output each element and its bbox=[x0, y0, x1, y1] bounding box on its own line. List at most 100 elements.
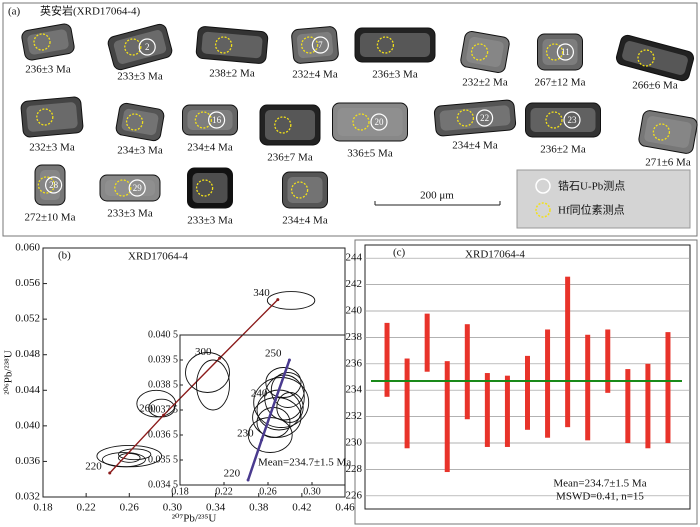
concordia-age: 300 bbox=[195, 346, 212, 358]
error-ellipse bbox=[276, 392, 304, 423]
y-tick-label: 0.048 bbox=[15, 348, 40, 360]
spot-number: 11 bbox=[561, 47, 570, 57]
error-ellipse bbox=[118, 452, 141, 463]
concordia-age: 260 bbox=[139, 403, 156, 415]
grain-body bbox=[332, 102, 408, 142]
y-tick-label: 238 bbox=[346, 331, 363, 343]
grain-zone bbox=[337, 108, 403, 136]
grain-body bbox=[354, 27, 436, 63]
age-error-bar bbox=[625, 369, 631, 443]
spot-number: 29 bbox=[133, 183, 143, 193]
legend-symbol bbox=[535, 202, 551, 218]
spot-number: 23 bbox=[568, 115, 578, 125]
panel-label: (b) bbox=[58, 250, 71, 262]
upb-spot bbox=[128, 179, 146, 197]
annotation: Mean=234.7±1.5 Ma bbox=[553, 478, 646, 490]
hf-spot bbox=[456, 109, 475, 127]
concordia-age: 250 bbox=[265, 348, 282, 360]
grain bbox=[291, 26, 339, 64]
plot-frame bbox=[364, 244, 691, 510]
concordia-curve bbox=[109, 299, 279, 474]
hf-spot bbox=[194, 111, 213, 129]
grain-body bbox=[107, 23, 173, 71]
y-tick-label: 0.035 5 bbox=[148, 454, 178, 465]
age-error-bar bbox=[404, 358, 410, 449]
inset-area: 220 230 240 250 bbox=[185, 348, 310, 482]
spot-number: 2 bbox=[145, 42, 150, 52]
age-error-bar bbox=[484, 373, 490, 447]
grain-body bbox=[638, 110, 698, 154]
upb-spot bbox=[476, 109, 494, 127]
grain-age: 232±2 Ma bbox=[462, 77, 508, 89]
error-ellipse bbox=[270, 372, 305, 408]
grain-age: 236±3 Ma bbox=[372, 69, 418, 81]
age-error-bar bbox=[545, 329, 551, 438]
grain-body bbox=[282, 171, 328, 209]
concordia-point bbox=[260, 438, 264, 442]
spot-number: 7 bbox=[318, 40, 323, 50]
legend-label: 锆石U-Pb测点 bbox=[558, 180, 625, 193]
y-tick-label: 0.036 5 bbox=[148, 429, 178, 440]
hf-spot bbox=[637, 49, 655, 67]
age-error-bar bbox=[585, 334, 591, 441]
grain-age: 232±3 Ma bbox=[29, 142, 75, 154]
grain-zone bbox=[466, 36, 504, 68]
grain-age: 336±5 Ma bbox=[347, 148, 393, 160]
inset-annotation: Mean=234.7±1.5 Ma bbox=[258, 457, 351, 469]
grain-age: 232±4 Ma bbox=[292, 69, 338, 81]
concordia-point bbox=[273, 398, 277, 402]
grain-body bbox=[182, 104, 238, 136]
y-tick-label: 0.052 bbox=[15, 313, 40, 325]
grain-body bbox=[21, 23, 75, 61]
upb-spot bbox=[556, 43, 575, 61]
x-tick-label: 0.22 bbox=[215, 486, 233, 497]
grain-body bbox=[615, 34, 695, 82]
age-error-bar bbox=[424, 313, 430, 372]
y-tick-label: 232 bbox=[346, 410, 363, 422]
hf-spot bbox=[545, 43, 564, 61]
y-tick-label: 242 bbox=[346, 278, 363, 290]
grain bbox=[99, 174, 161, 202]
grain-age: 234±4 Ma bbox=[452, 140, 498, 152]
concordia-age: 340 bbox=[253, 287, 270, 299]
grain-body bbox=[291, 26, 339, 64]
grain-images: 236±3 Ma 2 233±3 Ma 238±2 Ma 7 232±4 Ma 236±3 … bbox=[20, 23, 698, 227]
y-tick-label: 234 bbox=[346, 384, 363, 396]
hf-spot bbox=[274, 116, 292, 134]
panel-b: 0.18 0.22 0.26 0.30 0.34 0.38 0.42 0.46 0.032 0.0… bbox=[3, 242, 356, 525]
grain-body bbox=[460, 30, 510, 74]
y-tick-label: 236 bbox=[346, 357, 363, 369]
grain-zone bbox=[105, 180, 155, 196]
concordia-point bbox=[162, 413, 166, 417]
grain-zone bbox=[113, 30, 167, 64]
hf-spot bbox=[290, 181, 309, 199]
concordia-point bbox=[218, 356, 222, 360]
error-ellipse bbox=[266, 291, 316, 310]
grain-zone bbox=[622, 41, 688, 75]
plot-title: XRD17064-4 bbox=[465, 249, 525, 261]
error-ellipse bbox=[247, 417, 293, 453]
grain-age: 272±10 Ma bbox=[25, 212, 76, 224]
grain-body bbox=[433, 99, 517, 137]
concordia-point bbox=[276, 298, 280, 302]
concordia-age: 230 bbox=[237, 428, 254, 440]
age-error-bar bbox=[464, 324, 470, 420]
grain-age: 234±4 Ma bbox=[282, 215, 328, 227]
x-tick-label: 0.38 bbox=[249, 502, 269, 514]
grain bbox=[638, 110, 698, 154]
error-ellipse bbox=[196, 359, 230, 411]
y-tick-label: 0.044 bbox=[15, 384, 40, 396]
grain-zone bbox=[187, 110, 233, 130]
y-tick-label: 230 bbox=[346, 437, 363, 449]
x-tick-label: 0.18 bbox=[171, 486, 189, 497]
panel-title: 英安岩(XRD17064-4) bbox=[40, 4, 141, 18]
error-ellipse bbox=[118, 448, 152, 461]
grain-age: 236±2 Ma bbox=[540, 144, 586, 156]
y-tick-label: 0.032 bbox=[15, 491, 40, 503]
grain-body bbox=[537, 33, 583, 71]
x-tick-label: 0.30 bbox=[163, 502, 183, 514]
upb-spot bbox=[208, 111, 226, 129]
y-tick-label: 0.060 bbox=[15, 242, 40, 254]
grain-body bbox=[34, 164, 66, 206]
grain-body bbox=[115, 102, 165, 142]
